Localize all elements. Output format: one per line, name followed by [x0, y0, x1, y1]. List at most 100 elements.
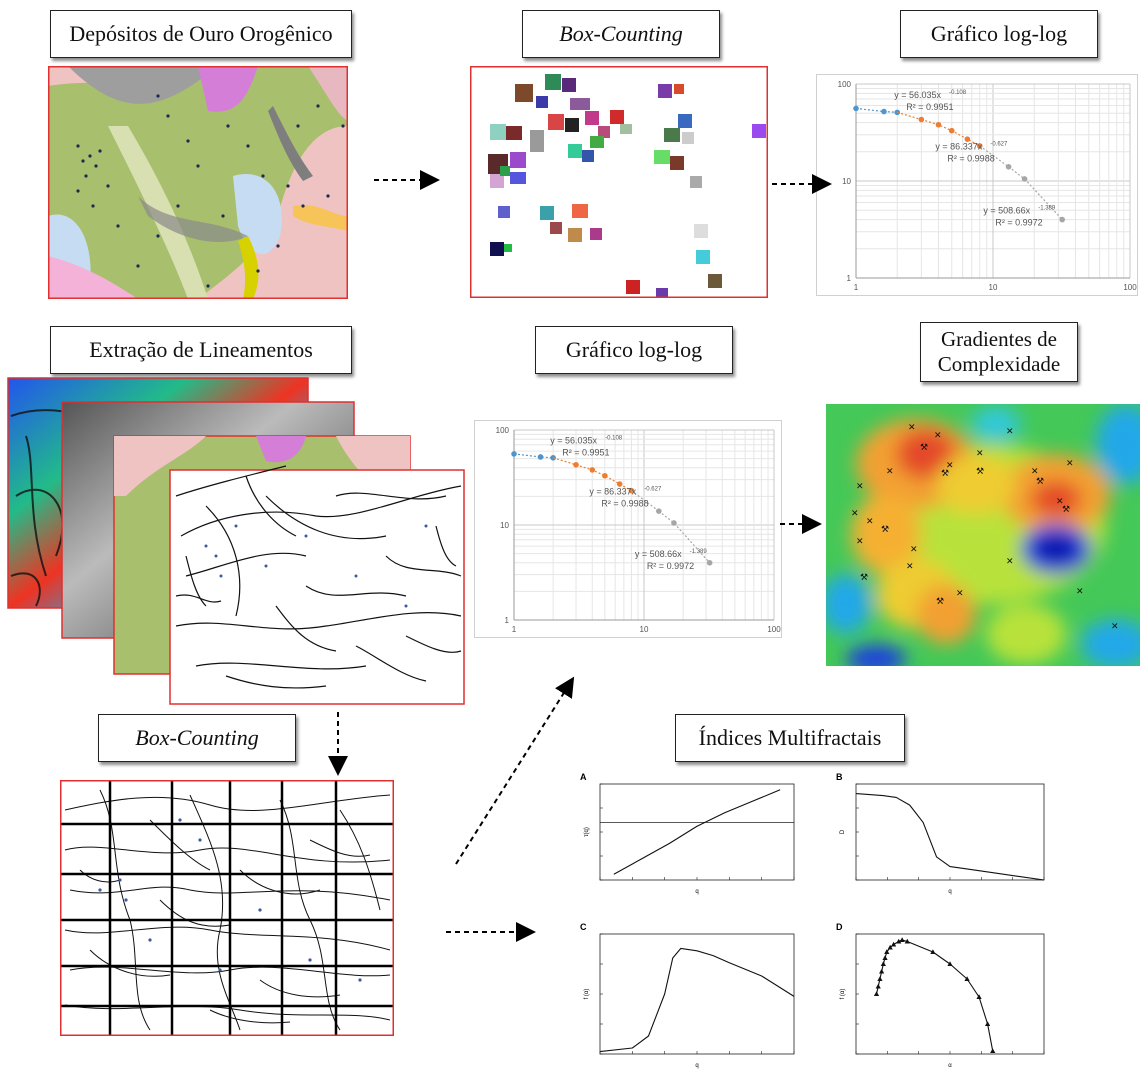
mf-d-marker [904, 938, 910, 944]
loglog-mid-equation: y = 508.66x [635, 549, 682, 559]
loglog-top-point [1059, 216, 1066, 223]
title-box-counting-top-text: Box-Counting [559, 21, 683, 46]
mf-d-frame [855, 933, 1045, 1055]
mf-c-frame [599, 933, 795, 1055]
mf-c-ylabel: f (α) [584, 989, 590, 1000]
loglog-top-r-squared: R² = 0.9988 [947, 154, 994, 164]
mf-d-panel-letter: D [836, 922, 843, 932]
geology-map [48, 66, 348, 299]
loglog-mid-point [511, 451, 517, 457]
loglog-mid-r-squared: R² = 0.9972 [647, 561, 694, 571]
svg-text:✕: ✕ [956, 589, 964, 599]
svg-text:✕: ✕ [851, 509, 859, 519]
loglog-top-point [935, 121, 942, 128]
title-deposits-text: Depósitos de Ouro Orogênico [69, 21, 333, 46]
svg-text:✕: ✕ [1076, 587, 1084, 597]
mf-d-marker [873, 991, 880, 996]
svg-text:✕: ✕ [866, 517, 874, 527]
mf-b-curve [855, 793, 1045, 881]
mf-d-marker [990, 1048, 996, 1053]
loglog-top-r-squared: R² = 0.9972 [995, 218, 1042, 228]
mf-b-xlabel: q [948, 889, 951, 895]
svg-text:⚒: ⚒ [936, 597, 944, 607]
svg-text:✕: ✕ [1006, 557, 1014, 567]
mf-b-panel-letter: B [836, 772, 843, 782]
svg-text:✕: ✕ [1031, 467, 1039, 477]
loglog-top-equation-exponent: -0.627 [990, 142, 1008, 148]
loglog-mid-point [671, 520, 677, 526]
mf-d-marker [884, 949, 890, 954]
loglog-mid-point [656, 508, 662, 514]
lineament-stack [6, 376, 466, 706]
loglog-mid-x-tick: 1 [512, 625, 517, 634]
loglog-mid-point [602, 472, 608, 479]
loglog-top-x-tick: 100 [1123, 283, 1137, 292]
svg-text:✕: ✕ [946, 461, 954, 471]
loglog-mid-equation: y = 56.035x [550, 436, 597, 446]
mf-d-marker [880, 961, 886, 966]
mf-c-panel-letter: C [580, 922, 587, 932]
mf-d-marker [976, 994, 982, 999]
loglog-mid-equation: y = 86.337x [589, 486, 636, 496]
loglog-mid-connector [631, 490, 660, 512]
title-box-counting-bottom-text: Box-Counting [135, 725, 259, 750]
mf-a-curve [613, 789, 781, 875]
svg-text:✕: ✕ [856, 482, 864, 492]
loglog-top-connector [897, 111, 922, 121]
loglog-mid-point [537, 454, 544, 460]
mf-d-ylabel: f (α) [840, 989, 846, 1000]
loglog-mid-point [616, 481, 623, 487]
title-loglog-top: Gráfico log-log [900, 10, 1098, 58]
mf-c-curve [599, 947, 795, 1053]
loglog-top-x-tick: 10 [989, 283, 998, 292]
mf-d-marker [899, 937, 905, 942]
mf-d-curve [875, 939, 994, 1052]
mf-d-marker [947, 961, 953, 966]
svg-text:⚒: ⚒ [860, 573, 868, 583]
title-box-counting-top: Box-Counting [522, 10, 720, 58]
svg-text:✕: ✕ [1111, 622, 1119, 632]
loglog-top-r-squared: R² = 0.9951 [906, 102, 953, 112]
loglog-mid-equation-exponent: -0.108 [605, 436, 623, 442]
title-deposits: Depósitos de Ouro Orogênico [50, 10, 352, 58]
mf-d-marker [875, 983, 881, 989]
svg-text:✕: ✕ [976, 449, 984, 459]
title-box-counting-bottom: Box-Counting [98, 714, 296, 762]
mf-d-marker [985, 1021, 991, 1026]
loglog-top-point [881, 108, 887, 115]
svg-text:✕: ✕ [856, 537, 864, 547]
svg-text:⚒: ⚒ [976, 467, 984, 477]
svg-text:✕: ✕ [1056, 497, 1064, 507]
mf-d-marker [964, 976, 970, 981]
loglog-mid-x-tick: 100 [767, 625, 781, 634]
complexity-heatmap: ✕ ✕ ⚒ ✕ ✕ ✕ ⚒ ⚒ ⚒ ⚒ ✕ ✕ ✕ ✕ ⚒ ✕ ✕ ⚒ ✕ ⚒ ✕ ✕ ✕ ✕ ✕ ✕ ✕ [826, 404, 1140, 666]
loglog-top-y-tick: 1 [847, 274, 852, 283]
title-lineaments-text: Extração de Lineamentos [89, 337, 313, 362]
title-complexity: Gradientes de Complexidade [920, 322, 1078, 382]
loglog-top-x-tick: 1 [854, 283, 859, 292]
mf-a-xlabel: q [695, 889, 698, 895]
mf-b-frame [855, 783, 1045, 881]
svg-text:✕: ✕ [910, 545, 918, 555]
mf-b-ylabel: D [840, 829, 846, 834]
title-lineaments: Extração de Lineamentos [50, 326, 352, 374]
svg-text:✕: ✕ [1006, 427, 1014, 437]
box-counting-deposits [470, 66, 768, 298]
loglog-top-point [948, 127, 955, 134]
loglog-mid-r-squared: R² = 0.9988 [601, 498, 648, 508]
svg-text:⚒: ⚒ [1036, 477, 1044, 487]
loglog-mid-y-tick: 10 [500, 521, 509, 530]
svg-text:⚒: ⚒ [920, 443, 928, 453]
loglog-mid-point [706, 560, 713, 566]
title-loglog-middle-text: Gráfico log-log [565, 337, 703, 362]
loglog-mid-x-tick: 10 [640, 625, 649, 634]
title-loglog-top-text: Gráfico log-log [930, 21, 1068, 46]
title-multifractal-text: Índices Multifractais [698, 725, 882, 750]
loglog-mid-series-line [513, 453, 554, 459]
mf-a-panel-letter: A [580, 772, 587, 782]
loglog-top-point [1021, 176, 1028, 182]
svg-text:✕: ✕ [1066, 459, 1074, 469]
